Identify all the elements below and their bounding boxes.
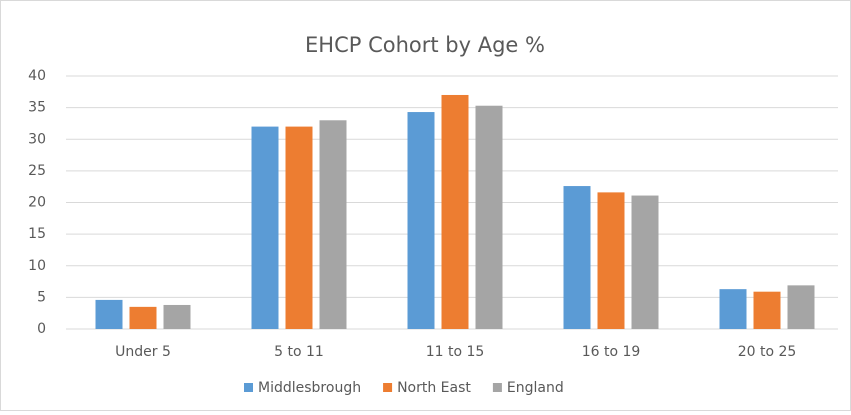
legend-swatch: [383, 383, 393, 392]
bar: [95, 299, 123, 329]
y-tick-label: 20: [28, 195, 46, 211]
legend-swatch: [492, 383, 502, 392]
bar: [319, 120, 347, 330]
legend-label: North East: [397, 380, 471, 396]
y-tick-label: 25: [28, 163, 46, 179]
x-tick-label: 16 to 19: [582, 344, 641, 360]
legend-label: England: [507, 380, 564, 396]
x-tick-label: 11 to 15: [426, 344, 485, 360]
bar: [163, 304, 191, 329]
y-tick-label: 15: [28, 226, 46, 242]
x-tick-label: 5 to 11: [274, 344, 324, 360]
legend-label: Middlesbrough: [258, 380, 361, 396]
y-tick-label: 40: [28, 68, 46, 84]
bar: [475, 105, 503, 329]
chart-title: EHCP Cohort by Age %: [305, 33, 545, 57]
bar: [285, 126, 313, 329]
bar: [719, 289, 747, 329]
y-tick-label: 0: [37, 321, 46, 337]
legend-swatch: [244, 383, 253, 392]
bar: [251, 126, 279, 329]
bar: [563, 186, 591, 329]
bar: [787, 285, 815, 329]
y-tick-label: 5: [37, 289, 46, 305]
bar: [407, 112, 435, 330]
y-tick-label: 10: [28, 258, 46, 274]
x-tick-label: 20 to 25: [738, 344, 797, 360]
bar: [129, 306, 157, 329]
y-tick-label: 35: [28, 100, 46, 116]
bar: [441, 94, 469, 329]
y-tick-label: 30: [28, 131, 46, 147]
bar: [597, 192, 625, 329]
x-tick-label: Under 5: [115, 344, 171, 360]
bar: [631, 195, 659, 329]
bar: [753, 291, 781, 329]
